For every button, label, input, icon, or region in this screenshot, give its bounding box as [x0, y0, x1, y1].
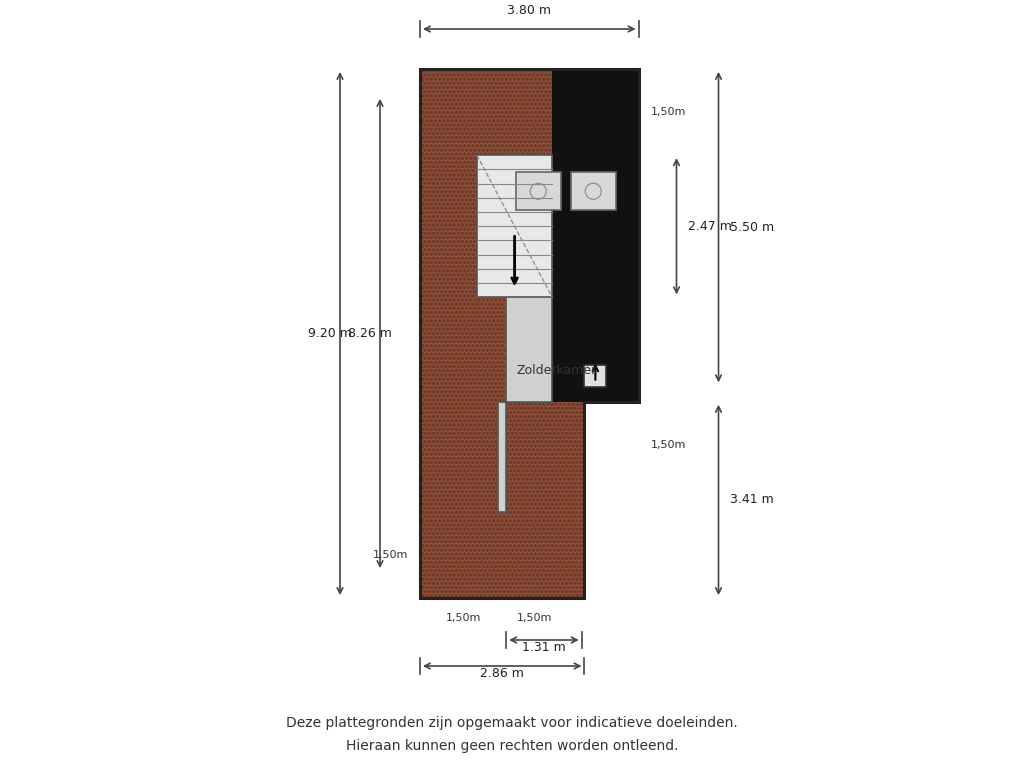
Text: Deze plattegronden zijn opgemaakt voor indicatieve doeleinden.: Deze plattegronden zijn opgemaakt voor i…	[286, 716, 738, 730]
Bar	[516, 172, 561, 210]
Text: 9.20 m: 9.20 m	[308, 327, 352, 340]
Bar	[571, 172, 616, 210]
Text: 3.80 m: 3.80 m	[507, 4, 551, 17]
Bar	[477, 155, 552, 297]
Text: 5.50 m: 5.50 m	[730, 220, 774, 233]
Text: 1.31 m: 1.31 m	[522, 641, 566, 654]
Bar	[552, 69, 639, 402]
Text: 8.26 m: 8.26 m	[348, 327, 392, 340]
Bar	[585, 365, 606, 387]
Text: 2.86 m: 2.86 m	[480, 667, 524, 680]
Polygon shape	[499, 155, 552, 511]
Text: 1,50m: 1,50m	[445, 613, 481, 623]
Text: 1,50m: 1,50m	[516, 613, 552, 623]
Text: 1,50m: 1,50m	[650, 107, 686, 118]
Text: 1,50m: 1,50m	[650, 440, 686, 450]
Text: Zolderkamer: Zolderkamer	[516, 364, 597, 377]
Text: 1,50m: 1,50m	[373, 550, 408, 560]
Bar	[552, 155, 639, 402]
Text: 2.47 m: 2.47 m	[688, 220, 732, 233]
Text: 3.41 m: 3.41 m	[730, 494, 774, 506]
Text: Hieraan kunnen geen rechten worden ontleend.: Hieraan kunnen geen rechten worden ontle…	[346, 739, 678, 753]
Polygon shape	[420, 69, 639, 598]
Polygon shape	[499, 155, 552, 511]
